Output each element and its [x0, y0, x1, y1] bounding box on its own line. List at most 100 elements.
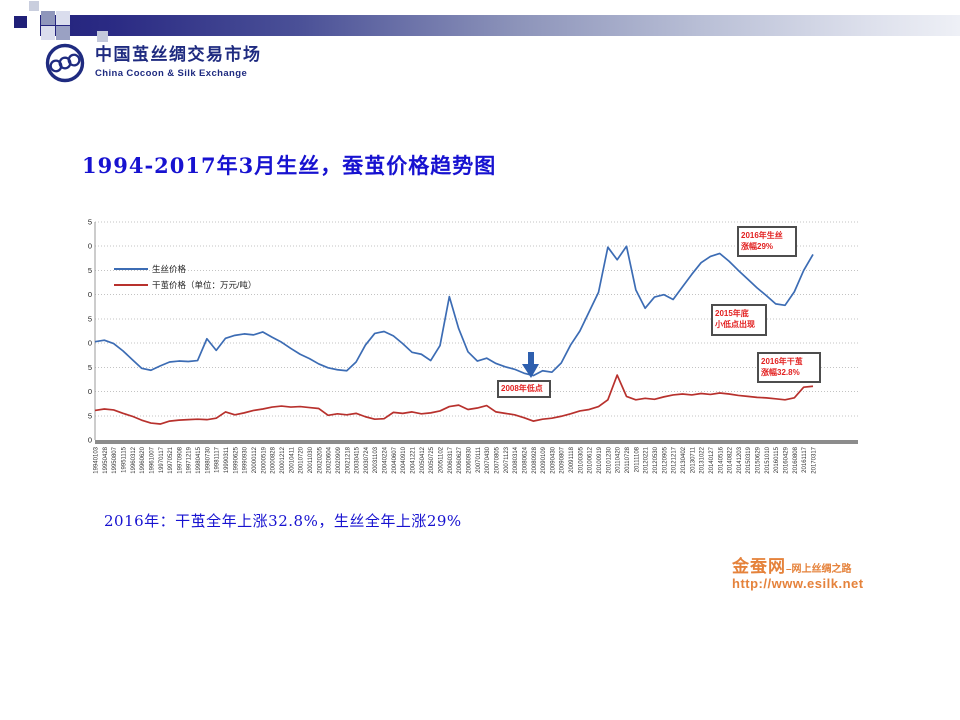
x-tick-label: 20051102	[439, 446, 445, 473]
logo-text: 中国茧丝绸交易市场 China Cocoon & Silk Exchange	[95, 45, 262, 79]
x-tick-label: 20110420	[616, 446, 622, 473]
deco-square	[41, 11, 55, 25]
x-tick-label: 20050725	[429, 446, 435, 473]
x-tick-label: 20020604	[327, 446, 333, 473]
legend-label: 干茧价格（单位：万元/吨）	[152, 280, 256, 290]
x-tick-label: 20140516	[718, 446, 724, 473]
x-tick-label: 20000112	[252, 446, 258, 473]
y-tick-label: 25	[88, 314, 92, 323]
x-tick-label: 20100919	[597, 446, 603, 473]
logo-name-en: China Cocoon & Silk Exchange	[95, 67, 248, 79]
series-line-生丝价格	[94, 245, 814, 377]
logo-name-cn: 中国茧丝绸交易市场	[95, 45, 262, 64]
x-tick-label: 20080928	[532, 446, 538, 473]
header-gradient-bar	[40, 15, 960, 36]
deco-square	[29, 1, 39, 11]
x-tick-label: 20161117	[802, 446, 808, 472]
x-tick-label: 20100612	[588, 446, 594, 473]
chart-annotation: 2015年底 小低点出现	[711, 304, 767, 336]
x-tick-label: 20020909	[336, 446, 342, 473]
x-tick-label: 20130711	[690, 446, 696, 473]
x-tick-label: 20070111	[476, 446, 482, 472]
x-tick-label: 20071123	[504, 446, 510, 473]
legend-label: 生丝价格	[152, 264, 187, 274]
y-tick-label: 45	[88, 218, 92, 227]
y-tick-label: 40	[88, 242, 92, 251]
chart-canvas: 0 5 10 15 20 25 30 35 40 45 1994010319950428199508…	[88, 218, 858, 474]
x-tick-label: 20140127	[709, 446, 715, 473]
x-tick-label: 20060317	[448, 446, 454, 473]
x-tick-label: 20141203	[737, 446, 743, 473]
x-tick-label: 19960620	[140, 446, 146, 473]
x-tick-label: 20080314	[513, 446, 519, 473]
x-tick-label: 19981117	[215, 446, 221, 472]
y-tick-label: 0	[88, 436, 92, 445]
x-tick-label: 20031103	[373, 446, 379, 473]
y-tick-label: 35	[88, 266, 92, 275]
x-tick-label: 20110728	[625, 446, 631, 473]
x-tick-label: 20050412	[420, 446, 426, 473]
x-tick-label: 20120530	[653, 446, 659, 473]
watermark-brand: 金蚕网	[732, 557, 786, 576]
x-tick-label: 20041221	[411, 446, 417, 473]
x-tick-label: 20091118	[569, 446, 575, 472]
x-tick-label: 20100305	[578, 446, 584, 473]
x-tick-label: 20120221	[644, 446, 650, 473]
x-tick-label: 19970908	[177, 446, 183, 473]
chart-annotation: 2008年低点	[497, 380, 551, 398]
y-tick-label: 30	[88, 290, 92, 299]
watermark: 金蚕网 –网上丝绸之路 http://www.esilk.net	[732, 557, 864, 591]
x-tick-label: 20121217	[672, 446, 678, 473]
x-tick-label: 20101230	[606, 446, 612, 473]
x-tick-label: 20000519	[261, 446, 267, 473]
x-tick-label: 19980415	[196, 446, 202, 473]
x-tick-label: 20170317	[812, 446, 818, 473]
deco-square	[41, 26, 55, 40]
x-tick-label: 19971219	[187, 446, 193, 473]
x-tick-label: 20130402	[681, 446, 687, 473]
x-tick-label: 19990930	[243, 446, 249, 473]
chart-annotation: 2016年生丝 涨幅29%	[737, 226, 797, 257]
x-tick-label: 20001212	[280, 446, 286, 473]
x-tick-label: 19990311	[224, 446, 230, 473]
x-tick-label: 20060627	[457, 446, 463, 473]
chart-annotation: 2016年干茧 涨幅32.8%	[757, 352, 821, 383]
y-tick-label: 5	[88, 411, 92, 420]
x-tick-label: 19990625	[233, 446, 239, 473]
watermark-url: http://www.esilk.net	[732, 575, 864, 591]
x-tick-label: 20010411	[289, 446, 295, 473]
deco-square	[14, 16, 27, 28]
deco-square	[56, 26, 70, 40]
x-tick-label: 20070430	[485, 446, 491, 473]
x-tick-label: 20040224	[383, 446, 389, 473]
down-arrow-icon	[522, 352, 539, 378]
x-tick-label: 20080624	[522, 446, 528, 473]
x-tick-label: 20021218	[345, 446, 351, 473]
x-tick-label: 20010720	[299, 446, 305, 473]
x-tick-label: 20020205	[317, 446, 323, 473]
x-tick-label: 19960312	[131, 446, 137, 473]
x-tick-label: 20030724	[364, 446, 370, 473]
x-tick-label: 20011030	[308, 446, 314, 473]
x-tick-label: 20040607	[392, 446, 398, 473]
x-tick-label: 20030415	[355, 446, 361, 473]
x-tick-label: 20160429	[784, 446, 790, 473]
y-tick-label: 20	[88, 339, 92, 348]
page-title: 1994-2017年3月生丝，蚕茧价格趋势图	[82, 153, 497, 178]
x-tick-label: 20131022	[700, 446, 706, 473]
x-tick-label: 20160115	[774, 446, 780, 473]
x-tick-label: 20140822	[728, 446, 734, 473]
x-tick-label: 20120905	[662, 446, 668, 473]
x-tick-label: 20060930	[466, 446, 472, 473]
x-tick-label: 19970521	[168, 446, 174, 473]
x-tick-label: 20160808	[793, 446, 799, 473]
x-tick-label: 20151010	[765, 446, 771, 473]
x-tick-label: 20150319	[746, 446, 752, 473]
x-tick-label: 19950807	[112, 446, 118, 473]
series-line-干茧价格（单位：万元/吨）	[94, 374, 814, 425]
watermark-tagline: –网上丝绸之路	[786, 564, 852, 575]
x-tick-label: 19980730	[205, 446, 211, 473]
x-tick-label: 20150629	[756, 446, 762, 473]
x-tick-label: 20090109	[541, 446, 547, 473]
